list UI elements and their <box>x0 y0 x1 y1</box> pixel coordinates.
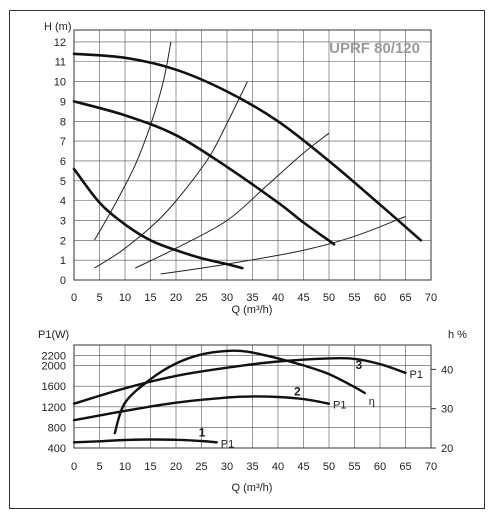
y-tick-label: 2 <box>60 235 66 247</box>
x-tick-label: 20 <box>170 292 182 304</box>
x-tick-label: 45 <box>297 292 309 304</box>
speed-number-label: 2 <box>294 385 301 399</box>
x-tick-label: 65 <box>399 461 411 473</box>
power-chart-ylabel-left: P1(W) <box>38 329 69 341</box>
outer-border <box>9 10 485 509</box>
y-tick-label: 0 <box>60 275 66 287</box>
x-tick-label: 70 <box>425 292 437 304</box>
x-tick-label: 25 <box>195 292 207 304</box>
x-tick-label: 70 <box>425 461 437 473</box>
head-curve-speed-1 <box>72 167 244 270</box>
x-tick-label: 0 <box>71 292 77 304</box>
x-tick-label: 35 <box>246 292 258 304</box>
power-curve-label: P1 <box>333 400 346 412</box>
x-tick-label: 30 <box>221 292 233 304</box>
y-tick-label: 11 <box>55 57 66 69</box>
speed-number-label: 1 <box>199 425 206 439</box>
y-tick-label-left: 800 <box>48 422 66 434</box>
x-tick-label: 25 <box>195 461 207 473</box>
y-tick-label-left: 400 <box>48 443 66 455</box>
power-chart-yticks-right: 20 30 40 <box>431 364 453 455</box>
power-curve-label: P1 <box>410 369 423 381</box>
x-tick-label: 45 <box>297 461 309 473</box>
y-tick-label-right: 30 <box>441 404 453 416</box>
x-tick-label: 40 <box>272 461 284 473</box>
x-tick-label: 40 <box>272 292 284 304</box>
power-curve-3 <box>72 356 407 405</box>
x-tick-label: 5 <box>96 461 102 473</box>
power-chart-frame <box>73 344 432 449</box>
y-tick-label: 8 <box>60 116 66 128</box>
power-curve-2 <box>72 395 331 422</box>
head-chart-xticks: 0 5 10 15 20 25 30 35 40 45 50 55 60 65 70 <box>71 292 437 304</box>
y-tick-label: 9 <box>60 96 66 108</box>
x-tick-label: 15 <box>144 292 156 304</box>
efficiency-curve <box>113 349 366 435</box>
power-curve-label: P1 <box>221 438 234 450</box>
y-tick-label: 6 <box>60 156 66 168</box>
head-chart-frame <box>73 29 432 281</box>
x-tick-label: 10 <box>119 292 131 304</box>
x-tick-label: 50 <box>323 292 335 304</box>
x-tick-label: 55 <box>348 461 360 473</box>
x-tick-label: 5 <box>96 292 102 304</box>
y-tick-label-right: 20 <box>441 443 453 455</box>
x-tick-label: 60 <box>374 292 386 304</box>
system-curves <box>93 41 406 275</box>
x-tick-label: 0 <box>71 461 77 473</box>
power-curve-labels: P1 1 P1 2 P1 3 η <box>199 358 423 451</box>
head-curve-speed-2 <box>72 100 336 246</box>
y-tick-label: 10 <box>54 77 66 89</box>
system-curve <box>94 81 248 269</box>
speed-number-label: 3 <box>356 358 363 372</box>
x-tick-label: 65 <box>399 292 411 304</box>
x-tick-label: 20 <box>170 461 182 473</box>
x-tick-label: 55 <box>348 292 360 304</box>
head-chart-xlabel: Q (m³/h) <box>232 304 273 316</box>
y-tick-label: 12 <box>54 37 66 49</box>
y-tick-label: 1 <box>60 255 66 267</box>
power-chart-xticks: 0 5 10 15 20 25 30 35 40 45 50 55 60 65 70 <box>71 461 437 473</box>
system-curve <box>160 216 406 275</box>
y-tick-label-left: 1600 <box>42 381 66 393</box>
y-tick-label: 7 <box>60 136 66 148</box>
y-tick-label-left: 2000 <box>42 361 66 373</box>
x-tick-label: 50 <box>323 461 335 473</box>
y-tick-label: 4 <box>60 196 66 208</box>
x-tick-label: 35 <box>246 461 258 473</box>
head-chart-grid <box>73 30 432 281</box>
model-label: UPRF 80/120 <box>329 40 420 57</box>
efficiency-curve-label: η <box>369 396 375 408</box>
x-tick-label: 15 <box>144 461 156 473</box>
system-curve <box>134 132 330 269</box>
y-tick-label: 3 <box>60 215 66 227</box>
y-tick-label-left: 2200 <box>42 350 66 362</box>
system-curve <box>93 41 172 241</box>
power-curve-1 <box>72 438 218 444</box>
head-curves <box>72 52 423 270</box>
x-tick-label: 60 <box>374 461 386 473</box>
x-tick-label: 30 <box>221 461 233 473</box>
y-tick-label-left: 1200 <box>42 402 66 414</box>
y-tick-label: 5 <box>60 176 66 188</box>
head-curve-speed-3 <box>72 52 423 242</box>
power-chart-xlabel: Q (m³/h) <box>232 482 273 494</box>
head-chart-ylabel: H (m) <box>44 21 72 33</box>
power-chart-ylabel-right: h % <box>448 329 467 341</box>
x-tick-label: 10 <box>119 461 131 473</box>
power-curves <box>72 349 407 444</box>
y-tick-label-right: 40 <box>441 364 453 376</box>
